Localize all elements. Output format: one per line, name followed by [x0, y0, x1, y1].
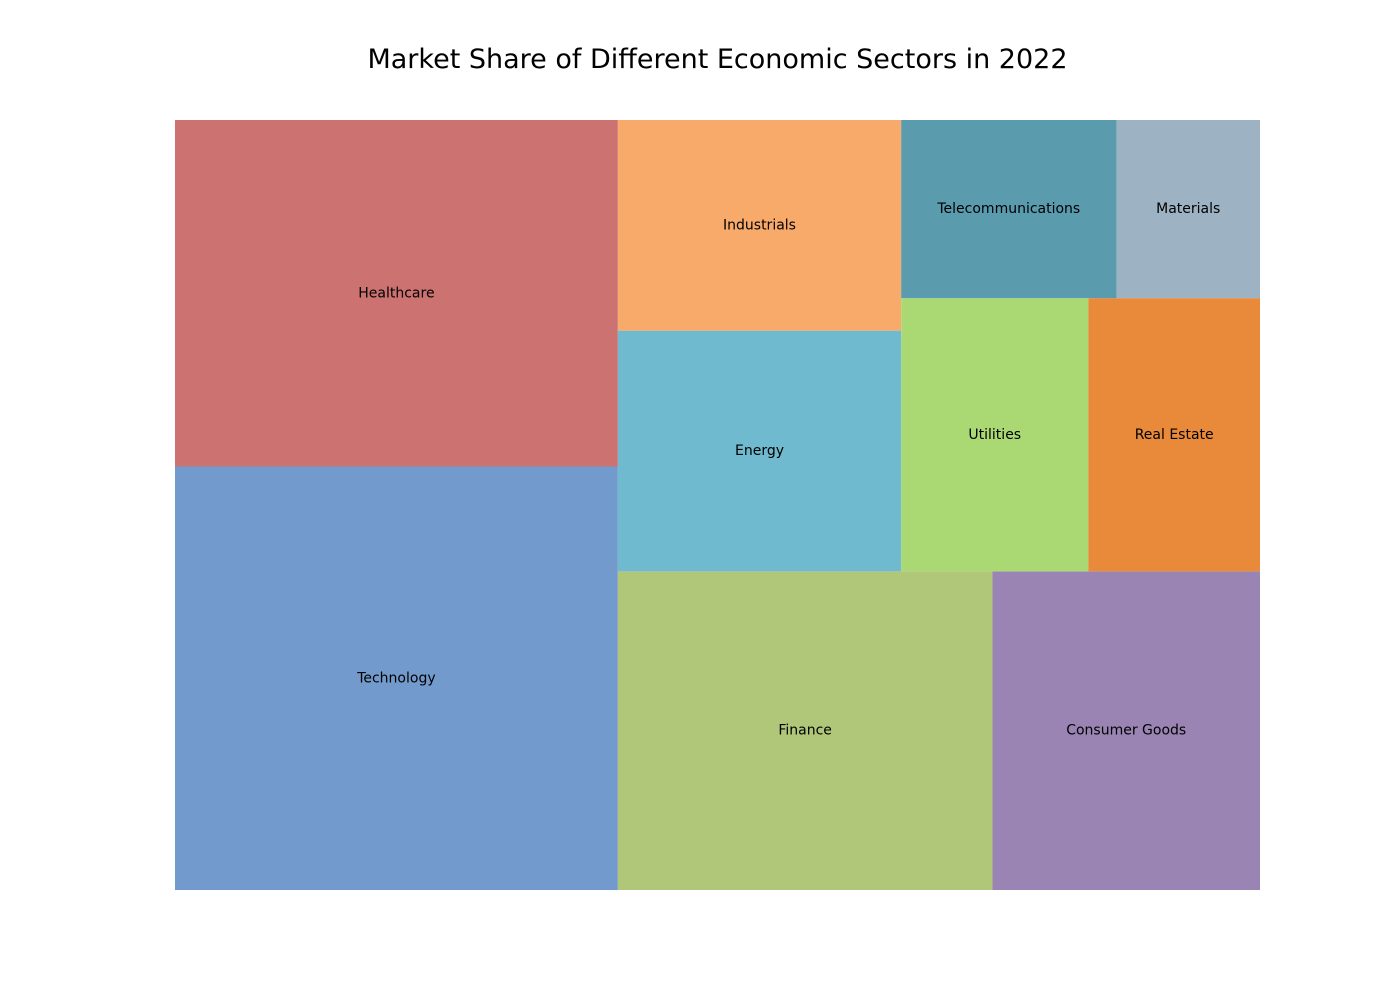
tile-label-industrials: Industrials	[723, 217, 796, 233]
tile-rect-real-estate	[1088, 298, 1260, 572]
tile-consumer-goods: Consumer Goods	[992, 571, 1260, 890]
chart-title: Market Share of Different Economic Secto…	[367, 44, 1068, 75]
tile-materials: Materials	[1116, 120, 1260, 299]
tile-label-consumer-goods: Consumer Goods	[1066, 723, 1186, 739]
tile-rect-healthcare	[175, 120, 618, 467]
tile-real-estate: Real Estate	[1088, 298, 1260, 572]
tile-label-finance: Finance	[778, 723, 832, 739]
tile-finance: Finance	[617, 571, 993, 890]
tile-label-real-estate: Real Estate	[1135, 427, 1214, 443]
tile-rect-industrials	[617, 120, 902, 331]
tile-healthcare: Healthcare	[175, 120, 618, 467]
tile-rect-telecommunications	[901, 120, 1117, 299]
tile-rect-energy	[617, 330, 902, 572]
tile-label-healthcare: Healthcare	[358, 285, 434, 301]
tile-rect-consumer-goods	[992, 571, 1260, 890]
tile-energy: Energy	[617, 330, 902, 572]
tile-telecommunications: Telecommunications	[901, 120, 1117, 299]
tile-label-technology: Technology	[356, 670, 435, 686]
tile-rect-utilities	[901, 298, 1089, 572]
tile-industrials: Industrials	[617, 120, 902, 331]
tile-rect-materials	[1116, 120, 1260, 299]
tile-rect-finance	[617, 571, 993, 890]
tile-technology: Technology	[175, 466, 618, 890]
tile-label-telecommunications: Telecommunications	[936, 201, 1080, 217]
tile-label-energy: Energy	[735, 443, 784, 459]
tile-label-utilities: Utilities	[968, 427, 1021, 443]
tile-utilities: Utilities	[901, 298, 1089, 572]
tile-rect-technology	[175, 466, 618, 890]
tile-label-materials: Materials	[1156, 201, 1220, 217]
